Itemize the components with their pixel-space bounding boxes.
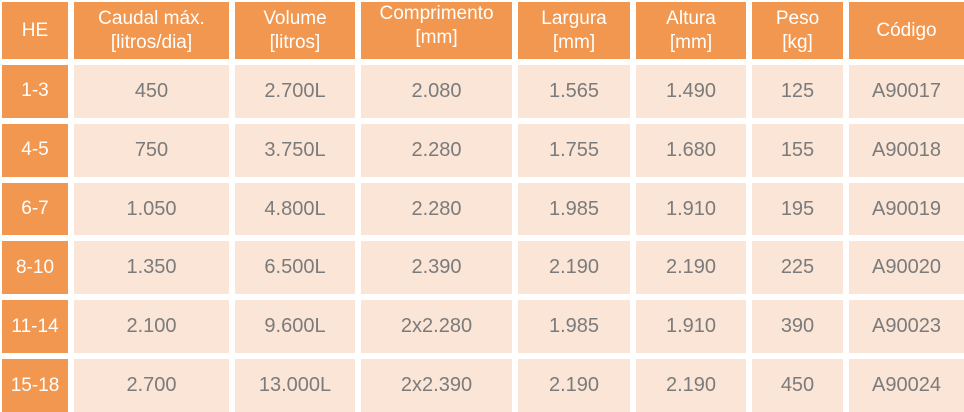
cell-largura: 1.985	[518, 300, 630, 354]
header-codigo-line1: Código	[876, 19, 937, 41]
row-header-he: 4-5	[2, 123, 68, 177]
cell-codigo: A90020	[849, 241, 964, 295]
header-volume-line1: Volume	[263, 8, 327, 30]
cell-peso: 155	[752, 123, 843, 177]
cell-caudal-max: 1.050	[74, 182, 229, 236]
row-header-he: 15-18	[2, 359, 68, 412]
header-peso-line1: Peso	[775, 8, 820, 30]
cell-largura: 2.190	[518, 359, 630, 412]
cell-comprimento: 2.280	[361, 182, 512, 236]
header-volume: Volume [litros]	[235, 2, 355, 59]
cell-comprimento: 2.280	[361, 123, 512, 177]
cell-altura: 2.190	[636, 359, 746, 412]
cell-largura: 1.985	[518, 182, 630, 236]
cell-caudal-max: 450	[74, 65, 229, 118]
cell-caudal-max: 2.700	[74, 359, 229, 412]
header-he-line1: HE	[21, 19, 49, 41]
header-comprimento: Comprimento [mm]	[361, 2, 512, 59]
cell-caudal-max: 2.100	[74, 300, 229, 354]
header-caudal-max-line2: [litros/dia]	[110, 31, 193, 53]
header-volume-line2: [litros]	[269, 31, 321, 53]
cell-volume: 13.000L	[235, 359, 355, 412]
cell-comprimento: 2.390	[361, 241, 512, 295]
row-header-he: 6-7	[2, 182, 68, 236]
cell-volume: 9.600L	[235, 300, 355, 354]
cell-codigo: A90019	[849, 182, 964, 236]
header-peso-line2: [kg]	[782, 31, 813, 53]
cell-volume: 3.750L	[235, 123, 355, 177]
header-peso: Peso [kg]	[752, 2, 843, 59]
cell-altura: 1.680	[636, 123, 746, 177]
cell-largura: 2.190	[518, 241, 630, 295]
row-header-he: 11-14	[2, 300, 68, 354]
cell-codigo: A90017	[849, 65, 964, 118]
cell-altura: 2.190	[636, 241, 746, 295]
header-caudal-max-line1: Caudal máx.	[98, 8, 205, 30]
header-comprimento-line2: [mm]	[415, 26, 458, 48]
cell-codigo: A90018	[849, 123, 964, 177]
cell-codigo: A90023	[849, 300, 964, 354]
header-altura: Altura [mm]	[636, 2, 746, 59]
cell-comprimento: 2x2.390	[361, 359, 512, 412]
cell-volume: 6.500L	[235, 241, 355, 295]
cell-caudal-max: 1.350	[74, 241, 229, 295]
cell-largura: 1.565	[518, 65, 630, 118]
cell-comprimento: 2x2.280	[361, 300, 512, 354]
cell-altura: 1.910	[636, 182, 746, 236]
header-altura-line1: Altura	[666, 8, 716, 30]
row-header-he: 1-3	[2, 65, 68, 118]
cell-largura: 1.755	[518, 123, 630, 177]
cell-comprimento: 2.080	[361, 65, 512, 118]
cell-peso: 125	[752, 65, 843, 118]
cell-volume: 4.800L	[235, 182, 355, 236]
header-largura-line1: Largura	[541, 8, 607, 30]
cell-volume: 2.700L	[235, 65, 355, 118]
cell-peso: 450	[752, 359, 843, 412]
cell-caudal-max: 750	[74, 123, 229, 177]
row-header-he: 8-10	[2, 241, 68, 295]
cell-altura: 1.910	[636, 300, 746, 354]
header-he: HE	[2, 2, 68, 59]
header-comprimento-line1: Comprimento	[379, 3, 494, 25]
header-codigo: Código	[849, 2, 964, 59]
cell-codigo: A90024	[849, 359, 964, 412]
cell-peso: 225	[752, 241, 843, 295]
cell-altura: 1.490	[636, 65, 746, 118]
header-largura: Largura [mm]	[518, 2, 630, 59]
header-largura-line2: [mm]	[552, 31, 596, 53]
cell-peso: 390	[752, 300, 843, 354]
header-altura-line2: [mm]	[669, 31, 713, 53]
cell-peso: 195	[752, 182, 843, 236]
header-caudal-max: Caudal máx. [litros/dia]	[74, 2, 229, 59]
